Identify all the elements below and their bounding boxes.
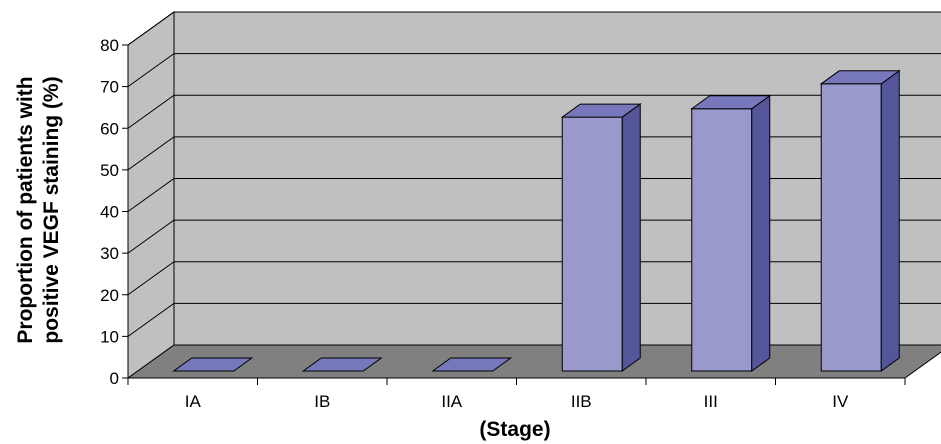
bars [172, 69, 901, 372]
y-tick-label: 60 [100, 119, 119, 138]
y-axis-title-line-2: positive VEGF staining (%) [40, 76, 63, 343]
x-axis-title: (Stage) [479, 418, 550, 441]
y-tick-label: 50 [100, 161, 119, 180]
x-tick-label: IIA [441, 392, 462, 411]
bar-top [431, 357, 513, 372]
chart-floor [126, 344, 941, 379]
bar-top [560, 103, 642, 118]
y-tick-label: 40 [100, 203, 119, 222]
y-tick-labels: 0 10 20 30 40 50 60 70 80 [100, 36, 119, 388]
bar [560, 103, 642, 372]
y-axis-title-line-1: Proportion of patients with [14, 76, 37, 343]
y-tick-label: 80 [100, 36, 119, 55]
x-tick-label: IB [314, 392, 330, 411]
bar [819, 69, 901, 372]
x-tick-label: IV [832, 392, 849, 411]
bar-side [621, 103, 641, 372]
bar-front [691, 108, 753, 372]
bar-top [819, 70, 901, 85]
bar-top [690, 95, 772, 110]
y-tick-label: 0 [110, 369, 119, 388]
y-tick-label: 20 [100, 286, 119, 305]
x-tick-label: III [704, 392, 718, 411]
axes [122, 44, 906, 385]
y-tick-label: 10 [100, 327, 119, 346]
y-tick-label: 70 [100, 78, 119, 97]
chart-walls [127, 11, 941, 379]
x-tick-label: IA [185, 392, 202, 411]
bar [172, 357, 254, 372]
bar [431, 357, 513, 372]
bar-side [751, 94, 771, 372]
bar-side [880, 69, 900, 372]
floor [126, 344, 941, 379]
bar-front [820, 83, 882, 372]
bar-top [172, 357, 254, 372]
bar-front [561, 116, 623, 372]
gridline [127, 94, 941, 129]
gridline [127, 53, 941, 88]
y-tick-label: 30 [100, 244, 119, 263]
bar [301, 357, 383, 372]
bar [690, 94, 772, 372]
x-tick-label: IIB [571, 392, 592, 411]
gridline [127, 11, 941, 46]
x-tick-labels: IA IB IIA IIB III IV [185, 392, 849, 411]
bar-top [301, 357, 383, 372]
